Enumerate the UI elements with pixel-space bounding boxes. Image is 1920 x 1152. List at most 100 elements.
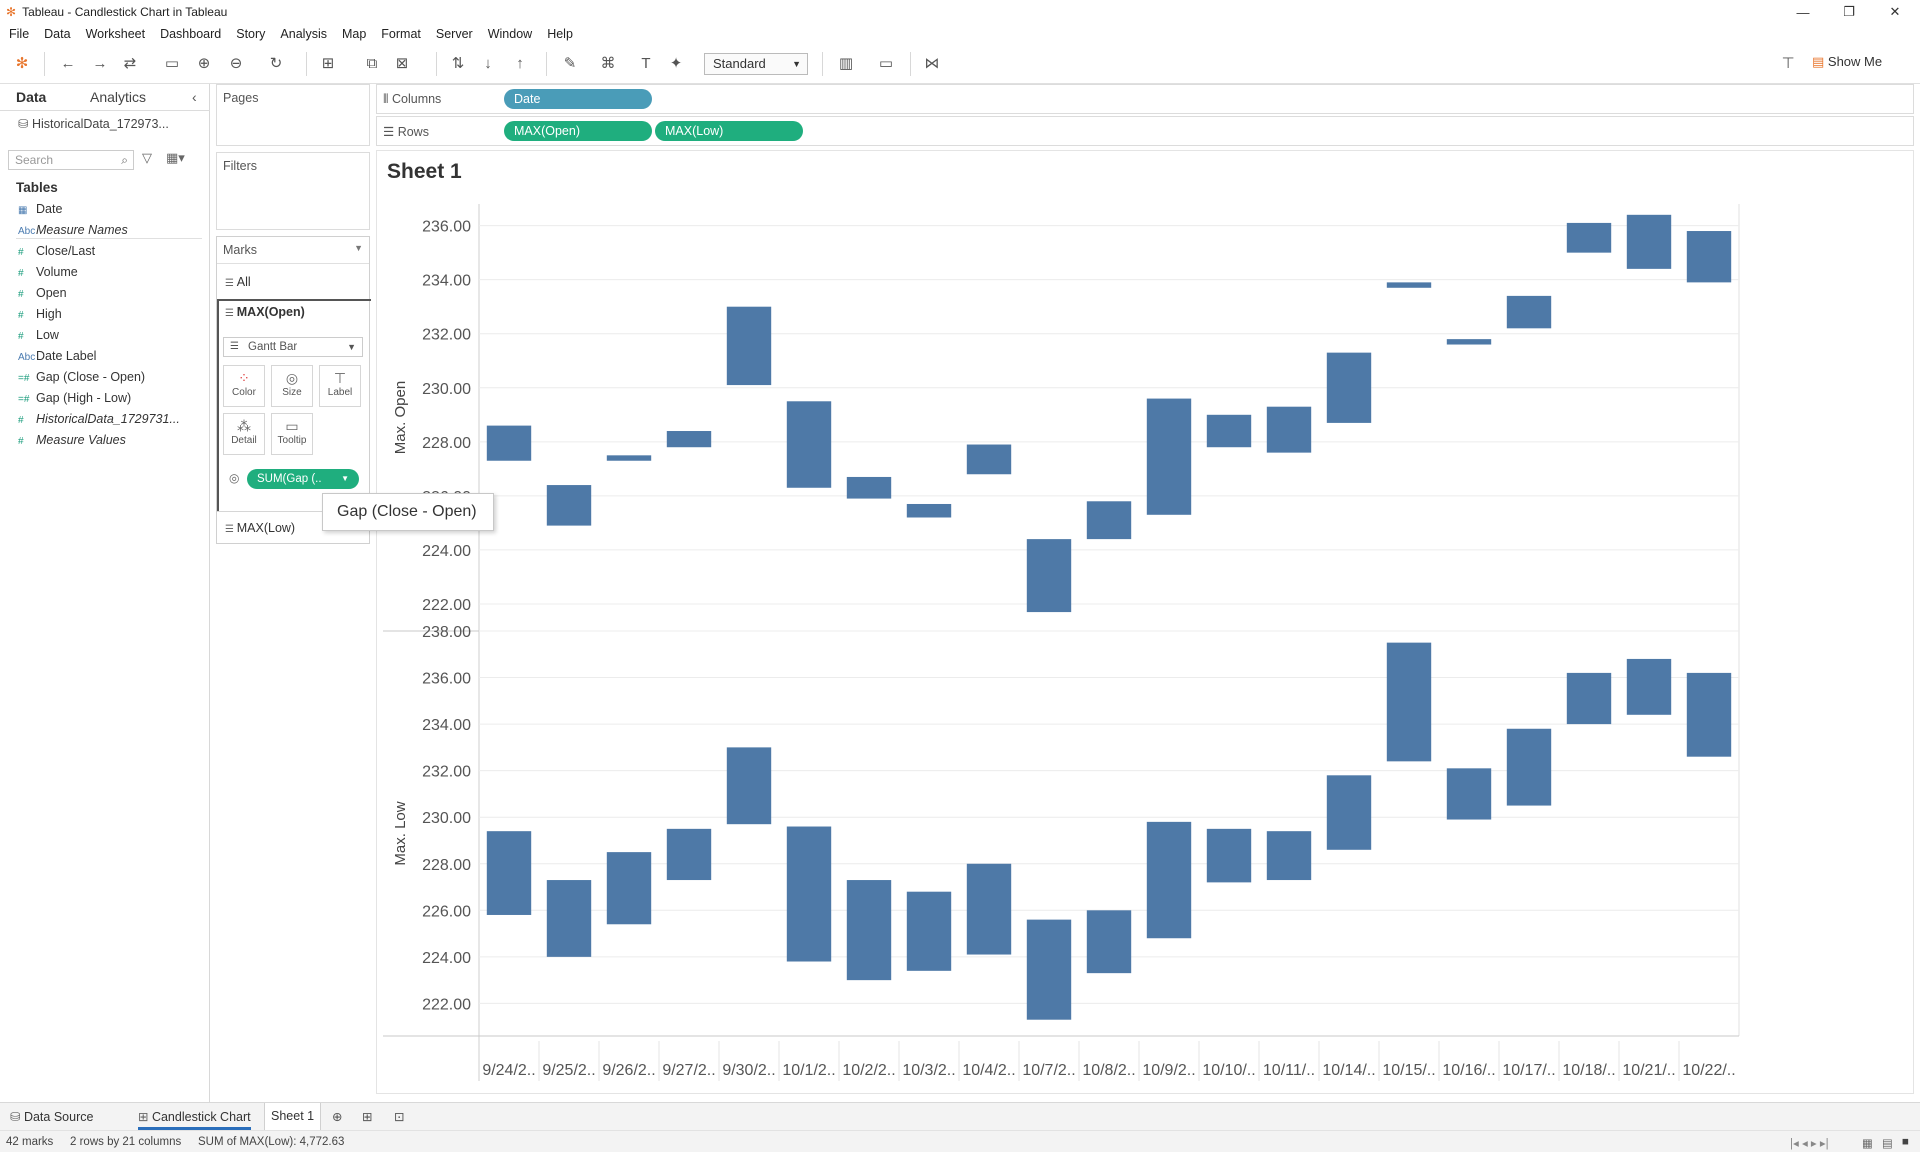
tableau-home-icon[interactable]: ✻ bbox=[15, 55, 29, 72]
menu-window[interactable]: Window bbox=[487, 27, 533, 41]
candle-bar bbox=[786, 401, 832, 488]
save-icon[interactable]: ▭ bbox=[164, 55, 180, 72]
menu-map[interactable]: Map bbox=[341, 27, 367, 41]
size-button[interactable]: ◎ Size bbox=[271, 365, 313, 407]
new-datasource-icon[interactable]: ⊕ bbox=[197, 55, 211, 72]
menu-analysis[interactable]: Analysis bbox=[280, 27, 327, 41]
y-tick-label: 238.00 bbox=[422, 624, 471, 641]
refresh-icon[interactable]: ↻ bbox=[269, 55, 283, 72]
candle-bar bbox=[1026, 539, 1072, 613]
menu-server[interactable]: Server bbox=[435, 27, 473, 41]
show-labels-icon[interactable]: T bbox=[641, 55, 651, 72]
pause-updates-icon[interactable]: ⊖ bbox=[229, 55, 243, 72]
tab-sheet-1[interactable]: Sheet 1 bbox=[264, 1103, 322, 1131]
field-item[interactable]: ▦ Date bbox=[18, 199, 62, 219]
duplicate-sheet-icon[interactable]: ⧉ bbox=[366, 55, 378, 72]
field-item[interactable]: AbcDate Label bbox=[18, 346, 96, 366]
marks-card-open[interactable]: ☰ MAX(Open) bbox=[225, 305, 305, 319]
presentation-mode-icon[interactable]: ▭ bbox=[878, 55, 894, 72]
menu-format[interactable]: Format bbox=[381, 27, 421, 41]
pages-card[interactable]: Pages bbox=[216, 84, 370, 146]
field-item[interactable]: # Volume bbox=[18, 262, 78, 282]
x-tick-label: 10/1/2.. bbox=[782, 1062, 835, 1079]
highlight-icon[interactable]: ✎ bbox=[563, 55, 577, 72]
sort-descending-icon[interactable]: ↑ bbox=[516, 55, 524, 72]
navigation-arrows-icon[interactable]: |◂ ◂ ▸ ▸| bbox=[1790, 1138, 1829, 1150]
size-pill[interactable]: SUM(Gap (.. ▼ bbox=[247, 469, 359, 489]
columns-pill-date[interactable]: Date bbox=[504, 89, 652, 109]
fit-select[interactable]: Standard ▼ bbox=[704, 53, 808, 75]
restore-button[interactable]: ❐ bbox=[1843, 4, 1855, 19]
filters-card[interactable]: Filters bbox=[216, 152, 370, 230]
menu-file[interactable]: File bbox=[9, 27, 30, 41]
menu-story[interactable]: Story bbox=[236, 27, 266, 41]
search-input[interactable]: Search ⌕ bbox=[8, 150, 134, 170]
calendar-icon: ▦ bbox=[18, 205, 28, 216]
new-dashboard-tab-icon[interactable]: ⊞ bbox=[362, 1110, 373, 1124]
x-tick-label: 9/30/2.. bbox=[722, 1062, 775, 1079]
sort-ascending-icon[interactable]: ↓ bbox=[484, 55, 492, 72]
new-worksheet-icon[interactable]: ⊞ bbox=[321, 55, 335, 72]
grid-view-icon[interactable]: ▦ bbox=[1862, 1138, 1873, 1150]
y-tick-label: 236.00 bbox=[422, 219, 471, 236]
marks-menu-icon[interactable]: ▼ bbox=[354, 243, 363, 253]
field-item[interactable]: # Close/Last bbox=[18, 241, 95, 261]
tab-candlestick-dashboard[interactable]: ⊞ Candlestick Chart bbox=[138, 1109, 251, 1130]
field-item[interactable]: =# Gap (High - Low) bbox=[18, 388, 131, 408]
marks-all[interactable]: ☰ All bbox=[225, 275, 251, 289]
list-view-icon[interactable]: ▤ bbox=[1882, 1138, 1893, 1150]
menu-worksheet[interactable]: Worksheet bbox=[85, 27, 146, 41]
show-me-button[interactable]: ▤ Show Me bbox=[1812, 54, 1882, 70]
marks-all-label: All bbox=[236, 275, 251, 289]
tab-analytics[interactable]: Analytics bbox=[90, 89, 147, 105]
hash-icon: # bbox=[18, 436, 24, 447]
new-story-tab-icon[interactable]: ⊡ bbox=[394, 1110, 405, 1124]
minimize-button[interactable]: — bbox=[1796, 4, 1810, 20]
group-icon[interactable]: ⌘ bbox=[600, 55, 616, 72]
detail-button[interactable]: ⁂ Detail bbox=[223, 413, 265, 455]
datasource-item[interactable]: ⛁ HistoricalData_172973... bbox=[18, 116, 169, 131]
menu-dashboard[interactable]: Dashboard bbox=[160, 27, 222, 41]
clear-sheet-icon[interactable]: ⊠ bbox=[395, 55, 409, 72]
x-tick-label: 10/8/2.. bbox=[1082, 1062, 1135, 1079]
marks-card-low[interactable]: ☰ MAX(Low) bbox=[225, 521, 295, 535]
share-icon[interactable]: ⋈ bbox=[924, 55, 940, 72]
view-options-icon[interactable]: ▦▾ bbox=[166, 150, 185, 165]
filter-icon[interactable]: ▽ bbox=[142, 150, 152, 165]
gantt-icon: ☰ bbox=[225, 278, 237, 289]
y-tick-label: 224.00 bbox=[422, 950, 471, 967]
color-button[interactable]: ⁘ Color bbox=[223, 365, 265, 407]
redo-icon[interactable]: → bbox=[92, 55, 108, 72]
new-worksheet-tab-icon[interactable]: ⊕ bbox=[332, 1110, 343, 1124]
field-item[interactable]: # Open bbox=[18, 283, 67, 303]
rows-pill-low[interactable]: MAX(Low) bbox=[655, 121, 803, 141]
rows-pill-open[interactable]: MAX(Open) bbox=[504, 121, 652, 141]
menu-data[interactable]: Data bbox=[44, 27, 71, 41]
x-tick-label: 10/22/.. bbox=[1682, 1062, 1735, 1079]
field-item[interactable]: AbcMeasure Names bbox=[18, 220, 128, 240]
field-item[interactable]: # High bbox=[18, 304, 62, 324]
candlestick-chart[interactable]: 222.00 224.00 226.00 228.00 230.00 232.00 234.… bbox=[383, 196, 1743, 1086]
field-item[interactable]: =# Gap (Close - Open) bbox=[18, 367, 145, 387]
label-button[interactable]: ⊤ Label bbox=[319, 365, 361, 407]
toolbar: ✻ ← → ⇄ ▭ ⊕ ⊖ ↻ ⊞ ⧉ ⊠ ⇅ ↓ ↑ ✎ ⌘ T ✦ Stan… bbox=[0, 44, 1920, 84]
tab-data-source[interactable]: ⛁ Data Source bbox=[10, 1109, 93, 1124]
tooltip-button[interactable]: ▭ Tooltip bbox=[271, 413, 313, 455]
swap-rows-columns-icon[interactable]: ⇅ bbox=[451, 55, 465, 72]
mark-type-select[interactable]: ☰ Gantt Bar ▼ bbox=[223, 337, 363, 357]
field-item[interactable]: # Measure Values bbox=[18, 430, 126, 450]
pin-icon[interactable]: ✦ bbox=[669, 55, 683, 72]
replay-icon[interactable]: ⇄ bbox=[123, 55, 137, 72]
rows-shelf[interactable]: ☰ Rows MAX(Open) MAX(Low) bbox=[376, 116, 1914, 146]
menu-help[interactable]: Help bbox=[547, 27, 573, 41]
columns-shelf[interactable]: ⦀ Columns Date bbox=[376, 84, 1914, 114]
close-window-button[interactable]: ✕ bbox=[1889, 4, 1901, 19]
undo-icon[interactable]: ← bbox=[60, 55, 76, 72]
collapse-pane-icon[interactable]: ‹ bbox=[192, 89, 197, 105]
field-item[interactable]: # Low bbox=[18, 325, 59, 345]
show-cards-icon[interactable]: ▥ bbox=[838, 55, 854, 72]
filmstrip-view-icon[interactable]: ■ bbox=[1902, 1136, 1909, 1148]
tab-data[interactable]: Data bbox=[16, 89, 47, 105]
field-item[interactable]: # HistoricalData_1729731... bbox=[18, 409, 180, 429]
show-me-pin-icon[interactable]: ⊤ bbox=[1781, 55, 1795, 72]
